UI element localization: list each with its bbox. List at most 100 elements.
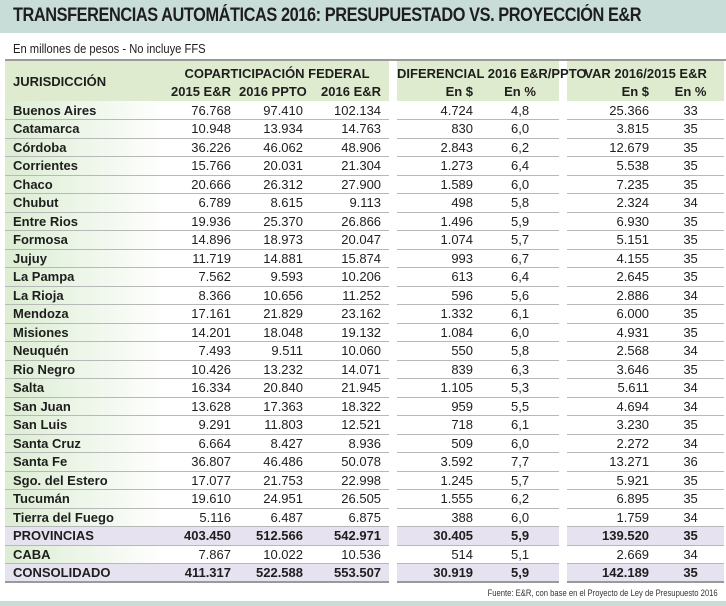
column-gap xyxy=(559,119,568,138)
jurisdiccion-cell: Tucumán xyxy=(5,489,165,509)
ppto-cell: 11.803 xyxy=(239,415,311,435)
jurisdiccion-cell: Jujuy xyxy=(5,249,165,268)
table-row: Formosa 14.896 18.973 20.047 1.074 5,7 5.151 35 xyxy=(5,230,725,250)
var-cell: 4.694 xyxy=(567,397,658,416)
column-gap xyxy=(389,508,398,527)
table-row: San Luis 9.291 11.803 12.521 718 6,1 3.230 35 xyxy=(5,415,725,435)
var-cell: 2.669 xyxy=(567,545,658,564)
dif-cell: 596 xyxy=(397,286,482,305)
column-gap xyxy=(389,101,398,120)
table-row: Chubut 6.789 8.615 9.113 498 5,8 2.324 34 xyxy=(5,193,725,213)
c2015-cell: 7.562 xyxy=(165,267,239,287)
column-gap xyxy=(559,452,568,471)
varp-cell: 35 xyxy=(657,526,725,546)
difp-cell: 5,3 xyxy=(481,378,560,398)
jurisdiccion-cell: PROVINCIAS xyxy=(5,526,165,546)
er2016-cell: 26.505 xyxy=(311,489,390,509)
jurisdiccion-cell: Rio Negro xyxy=(5,360,165,379)
var-cell: 6.895 xyxy=(567,489,658,509)
footer-bar xyxy=(0,601,726,606)
table-row: La Rioja 8.366 10.656 11.252 596 5,6 2.886 34 xyxy=(5,286,725,305)
er2016-cell: 20.047 xyxy=(311,230,390,250)
jurisdiccion-cell: Catamarca xyxy=(5,119,165,139)
c2015-cell: 13.628 xyxy=(165,397,239,416)
table-row: Chaco 20.666 26.312 27.900 1.589 6,0 7.235 35 xyxy=(5,175,725,194)
column-gap xyxy=(389,434,398,453)
table-row: Santa Fe 36.807 46.486 50.078 3.592 7,7 13.271… xyxy=(5,452,725,472)
c2015-cell: 7.493 xyxy=(165,341,239,361)
dif-cell: 30.919 xyxy=(397,563,482,583)
ppto-cell: 17.363 xyxy=(239,397,311,416)
c2015-cell: 16.334 xyxy=(165,378,239,398)
column-gap xyxy=(389,323,398,342)
c2015-cell: 9.291 xyxy=(165,415,239,435)
difp-cell: 6,0 xyxy=(481,508,560,527)
column-gap xyxy=(389,267,398,286)
column-gap xyxy=(389,526,398,545)
column-gap xyxy=(559,397,568,416)
c2015-cell: 17.077 xyxy=(165,471,239,490)
difp-cell: 6,0 xyxy=(481,119,560,139)
ppto-cell: 24.951 xyxy=(239,489,311,509)
varp-cell: 34 xyxy=(657,434,725,453)
column-gap xyxy=(559,193,568,212)
column-gap xyxy=(389,193,398,212)
var-cell: 3.230 xyxy=(567,415,658,435)
ppto-cell: 13.232 xyxy=(239,360,311,379)
jurisdiccion-cell: CONSOLIDADO xyxy=(5,563,165,583)
dif-cell: 1.084 xyxy=(397,323,482,342)
er2016-cell: 14.071 xyxy=(311,360,390,379)
header-var-pesos: En $ xyxy=(567,81,658,101)
difp-cell: 6,0 xyxy=(481,323,560,342)
er2016-cell: 12.521 xyxy=(311,415,390,435)
column-gap xyxy=(389,452,398,471)
er2016-cell: 26.866 xyxy=(311,212,390,231)
c2015-cell: 19.610 xyxy=(165,489,239,509)
varp-cell: 35 xyxy=(657,212,725,231)
table-row: Catamarca 10.948 13.934 14.763 830 6,0 3.815 35 xyxy=(5,119,725,139)
column-gap xyxy=(559,249,568,268)
jurisdiccion-cell: La Rioja xyxy=(5,286,165,305)
c2015-cell: 10.948 xyxy=(165,119,239,139)
table-row: Buenos Aires 76.768 97.410 102.134 4.724 4,8 2… xyxy=(5,101,725,120)
column-gap xyxy=(389,175,398,194)
varp-cell: 36 xyxy=(657,452,725,472)
column-gap xyxy=(389,397,398,416)
dif-cell: 1.273 xyxy=(397,156,482,176)
difp-cell: 6,2 xyxy=(481,138,560,157)
dif-cell: 718 xyxy=(397,415,482,435)
c2015-cell: 19.936 xyxy=(165,212,239,231)
column-gap xyxy=(559,508,568,527)
dif-cell: 30.405 xyxy=(397,526,482,546)
dif-cell: 2.843 xyxy=(397,138,482,157)
dif-cell: 830 xyxy=(397,119,482,139)
column-gap xyxy=(559,489,568,508)
varp-cell: 34 xyxy=(657,508,725,527)
c2015-cell: 14.896 xyxy=(165,230,239,250)
dif-cell: 1.332 xyxy=(397,304,482,324)
dif-cell: 388 xyxy=(397,508,482,527)
ppto-cell: 46.486 xyxy=(239,452,311,472)
header-var: VAR 2016/2015 E&R xyxy=(567,61,725,81)
varp-cell: 35 xyxy=(657,415,725,435)
difp-cell: 6,1 xyxy=(481,304,560,324)
jurisdiccion-cell: Chubut xyxy=(5,193,165,213)
table-row: Corrientes 15.766 20.031 21.304 1.273 6,4 5.53… xyxy=(5,156,725,176)
er2016-cell: 27.900 xyxy=(311,175,390,194)
er2016-cell: 21.945 xyxy=(311,378,390,398)
column-gap xyxy=(559,286,568,305)
difp-cell: 5,7 xyxy=(481,471,560,490)
difp-cell: 5,9 xyxy=(481,526,560,546)
ppto-cell: 9.593 xyxy=(239,267,311,287)
jurisdiccion-cell: San Luis xyxy=(5,415,165,435)
c2015-cell: 36.226 xyxy=(165,138,239,157)
column-gap xyxy=(559,526,568,545)
ppto-cell: 6.487 xyxy=(239,508,311,527)
er2016-cell: 10.060 xyxy=(311,341,390,361)
column-gap xyxy=(559,304,568,323)
column-gap xyxy=(389,286,398,305)
var-cell: 5.538 xyxy=(567,156,658,176)
varp-cell: 35 xyxy=(657,156,725,176)
column-gap xyxy=(559,101,568,120)
column-gap xyxy=(559,360,568,379)
